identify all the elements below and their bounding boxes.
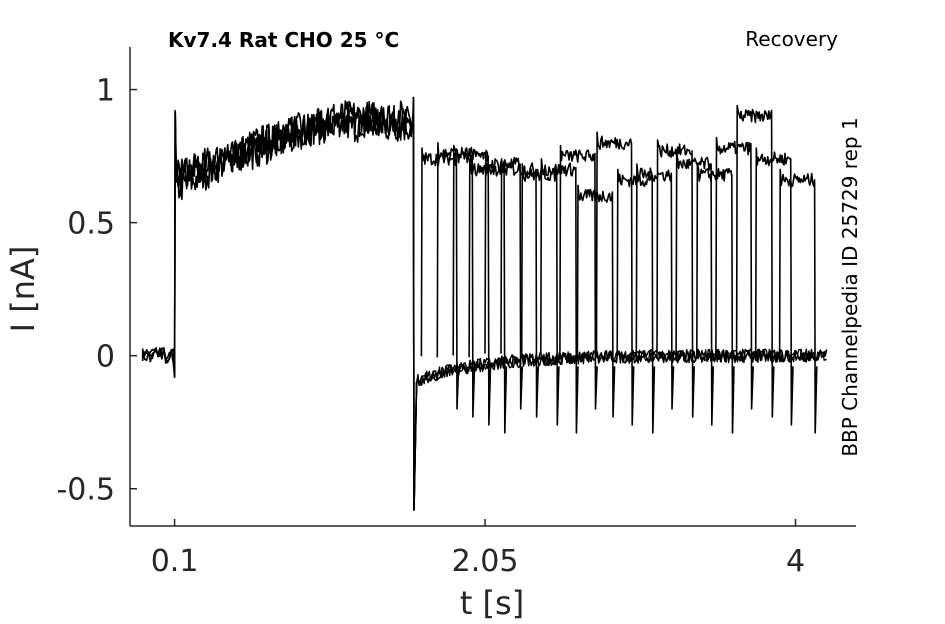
test-pulse-trace [656,139,695,418]
x-tick-label: 4 [786,544,805,579]
y-tick-label: 1 [96,74,115,109]
y-tick-label: 0 [96,340,115,375]
trace-group [141,96,828,511]
x-tick-label: 0.1 [151,544,199,579]
test-pulse-trace [735,104,775,418]
y-axis-label: I [nA] [4,246,42,333]
test-pulse-trace [675,152,715,426]
test-pulse-trace [559,144,598,410]
y-tick-group: -0.5 0 0.5 1 [56,74,137,508]
test-pulse-trace [754,147,794,426]
test-pulse-trace [635,163,675,410]
baseline-trace [415,348,827,386]
test-pulse-trace [468,158,508,434]
test-pulse-trace [484,152,524,410]
test-pulse-trace [715,136,754,410]
baseline-trace [415,348,828,394]
x-tick-label: 2.05 [452,544,519,579]
test-pulse-trace [452,144,492,426]
current-trace [141,96,418,511]
test-pulse-trace [540,158,579,434]
x-axis-label: t [s] [460,584,524,622]
current-trace [141,96,418,511]
current-trace [141,96,418,511]
test-pulse-trace [520,163,560,426]
y-tick-label: -0.5 [56,473,115,508]
test-pulse-trace [595,131,635,426]
chart-title: Kv7.4 Rat CHO 25 °C [168,28,399,52]
test-pulse-trace [500,158,539,418]
condition-label: Recovery [745,27,838,51]
test-pulse-trace [778,168,818,434]
y-tick-label: 0.5 [67,207,115,242]
side-label: BBP Channelpedia ID 25729 rep 1 [838,117,862,456]
x-tick-group: 0.1 2.05 4 [151,519,805,579]
